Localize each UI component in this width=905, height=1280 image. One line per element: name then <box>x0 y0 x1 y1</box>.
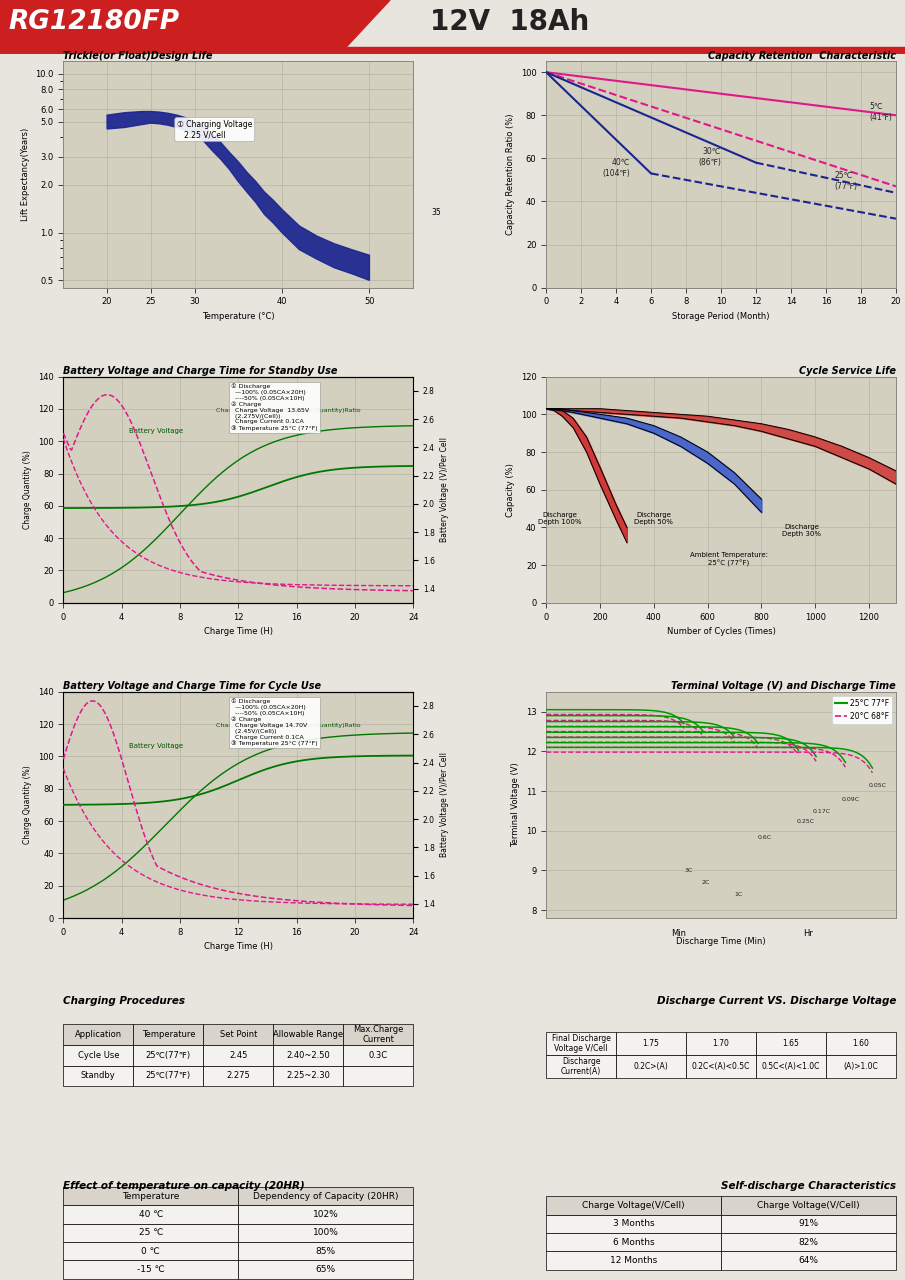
Text: Charge Quantity (to-Discharge Quantity)Ratio: Charge Quantity (to-Discharge Quantity)R… <box>216 408 361 413</box>
Text: 12V  18Ah: 12V 18Ah <box>430 8 589 36</box>
Text: Battery Voltage and Charge Time for Cycle Use: Battery Voltage and Charge Time for Cycl… <box>63 681 321 691</box>
Text: 40℃
(104℉): 40℃ (104℉) <box>603 159 630 178</box>
Text: Self-discharge Characteristics: Self-discharge Characteristics <box>721 1181 896 1192</box>
Text: 0.6C: 0.6C <box>757 835 772 840</box>
Polygon shape <box>0 0 390 54</box>
Text: ① Charging Voltage
   2.25 V/Cell: ① Charging Voltage 2.25 V/Cell <box>177 120 252 140</box>
Text: 35: 35 <box>432 207 441 216</box>
Text: 0.05C: 0.05C <box>869 783 887 788</box>
Text: Cycle Service Life: Cycle Service Life <box>799 366 896 376</box>
Text: 0.17C: 0.17C <box>813 809 831 814</box>
Text: Battery Voltage and Charge Time for Standby Use: Battery Voltage and Charge Time for Stan… <box>63 366 338 376</box>
Text: Hr: Hr <box>804 929 814 938</box>
Text: Terminal Voltage (V) and Discharge Time: Terminal Voltage (V) and Discharge Time <box>672 681 896 691</box>
Y-axis label: Battery Voltage (V)/Per Cell: Battery Voltage (V)/Per Cell <box>441 438 450 543</box>
Text: Min: Min <box>672 929 687 938</box>
Text: Charging Procedures: Charging Procedures <box>63 996 186 1006</box>
Y-axis label: Charge Quantity (%): Charge Quantity (%) <box>24 765 33 845</box>
Y-axis label: Capacity Retention Ratio (%): Capacity Retention Ratio (%) <box>506 114 515 236</box>
Text: 5℃
(41℉): 5℃ (41℉) <box>870 102 892 122</box>
Text: 30℃
(86℉): 30℃ (86℉) <box>698 147 721 166</box>
Text: Ambient Temperature:
25°C (77°F): Ambient Temperature: 25°C (77°F) <box>691 552 768 567</box>
Text: 2C: 2C <box>701 881 710 886</box>
Text: Discharge
Depth 30%: Discharge Depth 30% <box>782 524 821 536</box>
Polygon shape <box>107 111 369 280</box>
Y-axis label: Terminal Voltage (V): Terminal Voltage (V) <box>511 763 520 847</box>
X-axis label: Charge Time (H): Charge Time (H) <box>204 627 272 636</box>
Text: Discharge
Depth 100%: Discharge Depth 100% <box>538 512 581 525</box>
Y-axis label: Battery Voltage (V)/Per Cell: Battery Voltage (V)/Per Cell <box>441 753 450 858</box>
Text: 3C: 3C <box>684 868 692 873</box>
Y-axis label: Lift Expectancy(Years): Lift Expectancy(Years) <box>21 128 30 221</box>
Text: Discharge
Depth 50%: Discharge Depth 50% <box>634 512 673 525</box>
Text: Discharge Current VS. Discharge Voltage: Discharge Current VS. Discharge Voltage <box>656 996 896 1006</box>
Text: Charge Quantity (to-Discharge Quantity)Ratio: Charge Quantity (to-Discharge Quantity)R… <box>216 723 361 728</box>
Text: Trickle(or Float)Design Life: Trickle(or Float)Design Life <box>63 51 213 60</box>
Text: Capacity Retention  Characteristic: Capacity Retention Characteristic <box>708 51 896 60</box>
Bar <box>0 47 905 54</box>
Text: ① Discharge
  —100% (0.05CA×20H)
  ----50% (0.05CA×10H)
② Charge
  Charge Voltag: ① Discharge —100% (0.05CA×20H) ----50% (… <box>232 699 318 746</box>
Text: RG12180FP: RG12180FP <box>8 9 179 35</box>
Text: 1C: 1C <box>734 892 742 897</box>
Text: Battery Voltage: Battery Voltage <box>129 744 183 749</box>
Y-axis label: Charge Quantity (%): Charge Quantity (%) <box>24 451 33 529</box>
X-axis label: Storage Period (Month): Storage Period (Month) <box>672 312 770 321</box>
X-axis label: Temperature (°C): Temperature (°C) <box>202 312 274 321</box>
Text: 25℃
(77℉): 25℃ (77℉) <box>834 172 858 191</box>
Text: ① Discharge
  —100% (0.05CA×20H)
  ----50% (0.05CA×10H)
② Charge
  Charge Voltag: ① Discharge —100% (0.05CA×20H) ----50% (… <box>232 384 318 431</box>
X-axis label: Charge Time (H): Charge Time (H) <box>204 942 272 951</box>
Text: 0.25C: 0.25C <box>796 819 814 824</box>
Text: Battery Voltage: Battery Voltage <box>129 429 183 434</box>
Legend: 25°C 77°F, 20°C 68°F: 25°C 77°F, 20°C 68°F <box>833 695 892 723</box>
X-axis label: Discharge Time (Min): Discharge Time (Min) <box>676 937 766 946</box>
X-axis label: Number of Cycles (Times): Number of Cycles (Times) <box>667 627 776 636</box>
Text: 0.09C: 0.09C <box>842 797 860 803</box>
Text: Effect of temperature on capacity (20HR): Effect of temperature on capacity (20HR) <box>63 1181 305 1192</box>
Y-axis label: Capacity (%): Capacity (%) <box>506 463 515 517</box>
